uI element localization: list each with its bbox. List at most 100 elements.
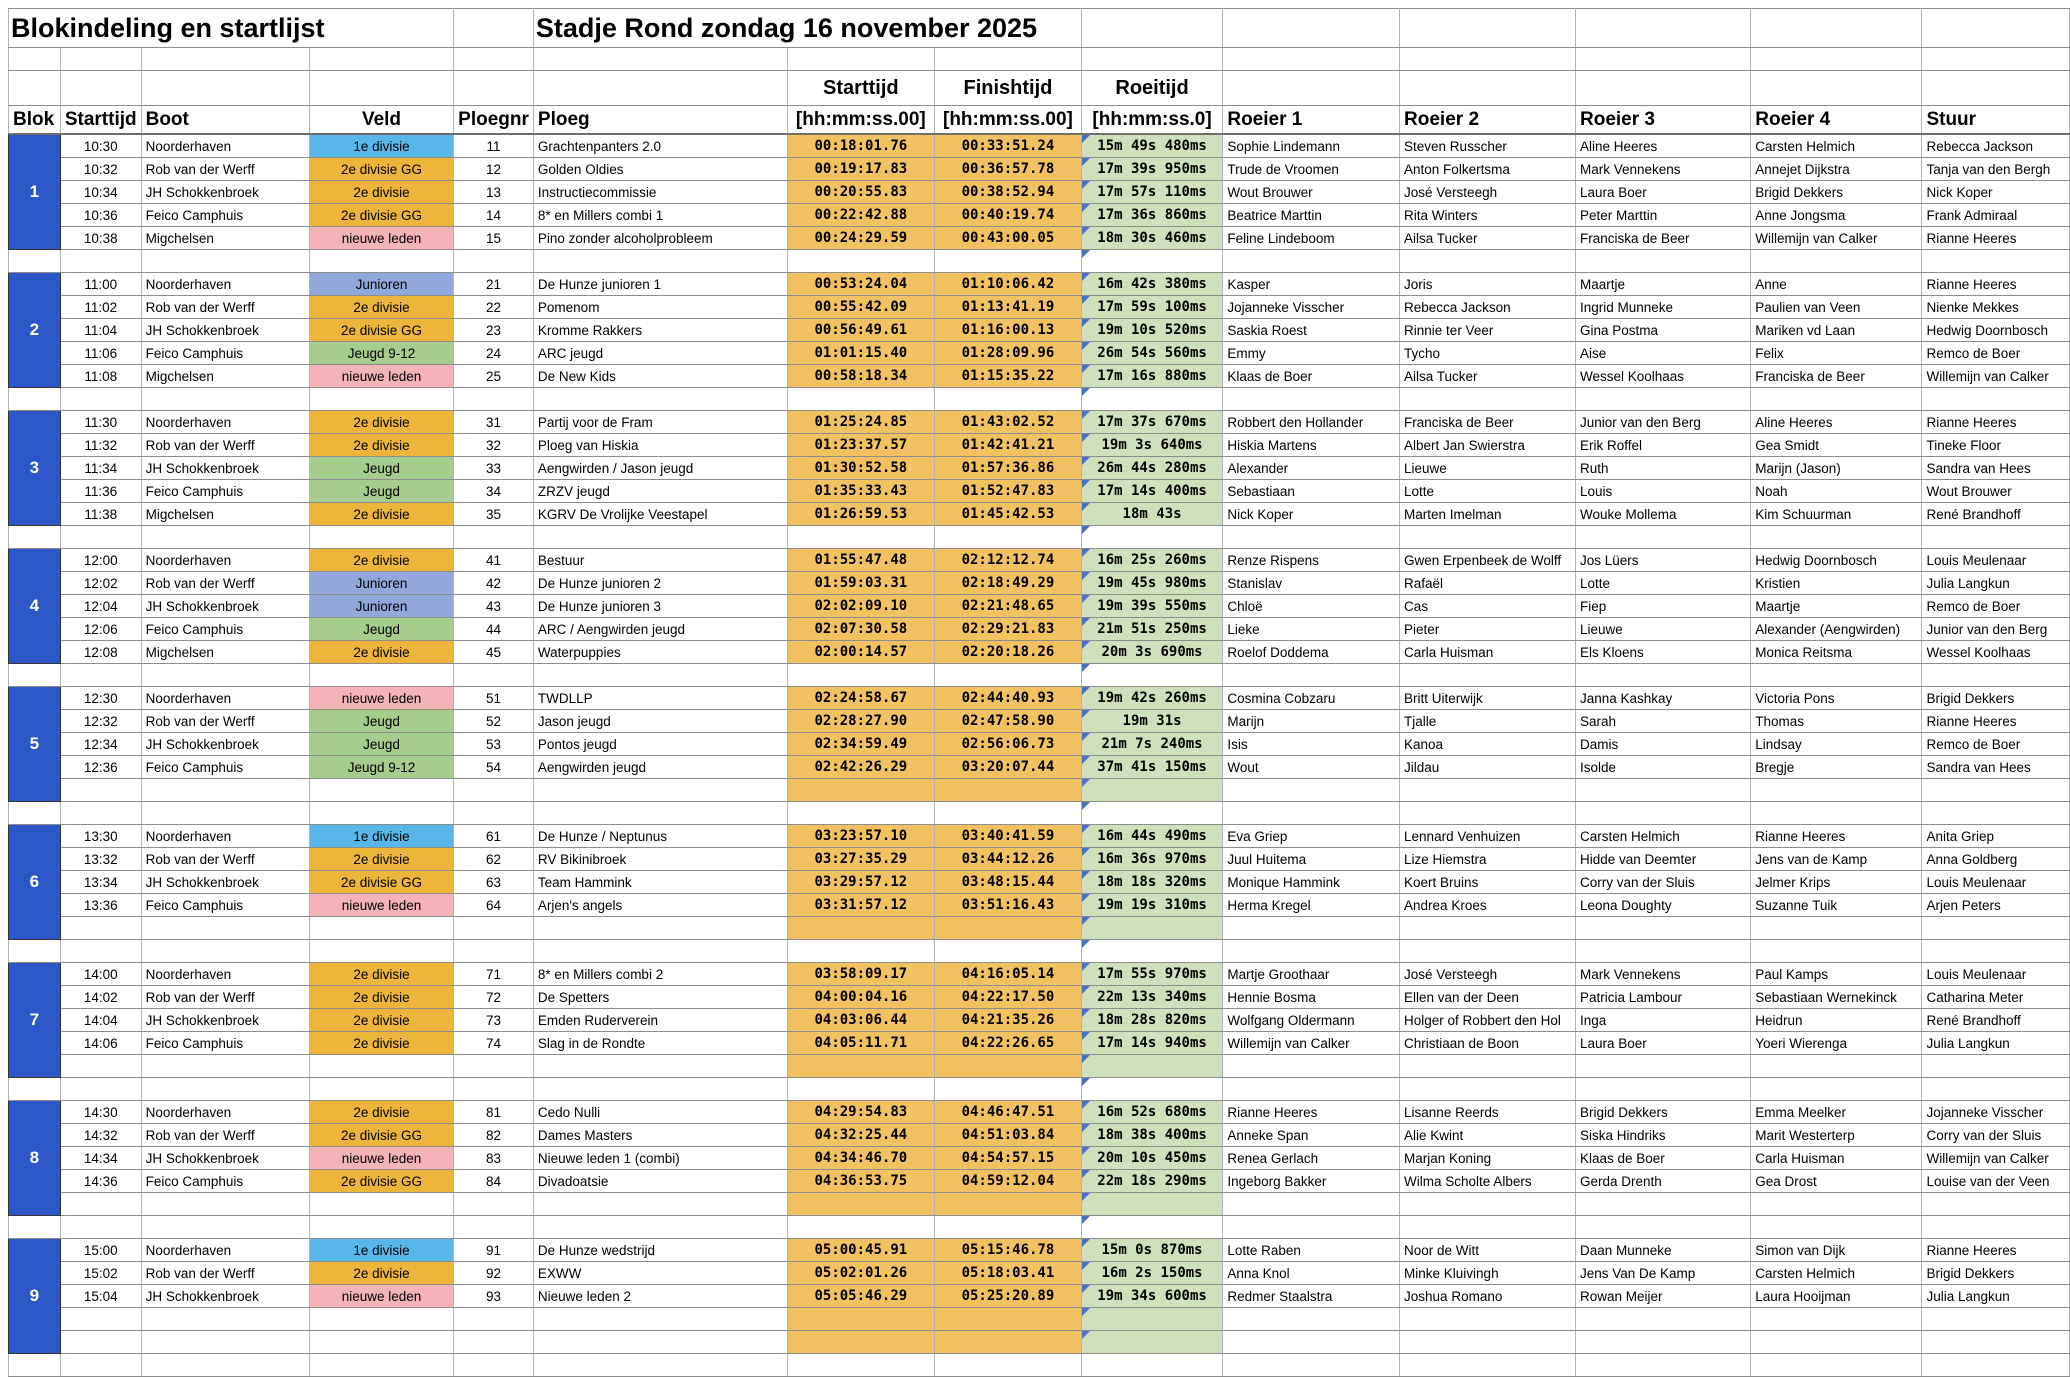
cell-roeier2[interactable]: Franciska de Beer xyxy=(1399,410,1576,434)
cell-start-time[interactable]: 00:19:17.83 xyxy=(786,157,936,181)
empty-cell[interactable] xyxy=(140,1353,310,1377)
cell-starttijd[interactable]: 10:38 xyxy=(59,226,142,250)
cell-ploeg[interactable]: Aengwirden jeugd xyxy=(532,755,788,779)
empty-cell[interactable] xyxy=(1921,1077,2070,1101)
cell-roeier2[interactable]: Christiaan de Boon xyxy=(1399,1031,1576,1055)
cell-roeier4[interactable]: Carsten Helmich xyxy=(1750,133,1923,158)
cell-roeier1-empty[interactable] xyxy=(1222,1192,1401,1216)
empty-cell[interactable] xyxy=(140,525,310,549)
cell-roeier3[interactable]: Els Kloens xyxy=(1574,640,1752,664)
cell-finish-time[interactable]: 02:47:58.90 xyxy=(934,709,1082,733)
cell-roeier4[interactable]: Lindsay xyxy=(1750,732,1923,756)
cell-veld-empty[interactable] xyxy=(308,1054,455,1078)
cell-veld[interactable]: 1e divisie xyxy=(308,133,455,158)
cell-start-time[interactable]: 00:58:18.34 xyxy=(786,364,936,388)
cell-start-time[interactable]: 03:29:57.12 xyxy=(786,870,936,894)
col-header-roei-format[interactable]: [hh:mm:ss.0] xyxy=(1080,105,1224,135)
cell-finish-time[interactable]: 03:48:15.44 xyxy=(934,870,1082,894)
cell-roeier3[interactable]: Inga xyxy=(1574,1008,1752,1032)
cell-roeier1[interactable]: Klaas de Boer xyxy=(1222,364,1401,388)
cell-roeier2[interactable]: Jildau xyxy=(1399,755,1576,779)
cell-starttijd-empty[interactable] xyxy=(59,1192,142,1216)
cell-roeier4[interactable]: Brigid Dekkers xyxy=(1750,180,1923,204)
cell-finish-time[interactable]: 04:59:12.04 xyxy=(934,1169,1082,1193)
cell-ploeg[interactable]: De Spetters xyxy=(532,985,788,1009)
cell-ploegnr[interactable]: 73 xyxy=(453,1008,534,1032)
cell-boot[interactable]: Migchelsen xyxy=(140,226,310,250)
cell-stuur-empty[interactable] xyxy=(1921,916,2070,940)
cell-stuur[interactable]: Frank Admiraal xyxy=(1921,203,2070,227)
cell-start-time[interactable]: 00:24:29.59 xyxy=(786,226,936,250)
cell-ploeg[interactable]: Bestuur xyxy=(532,548,788,572)
cell-starttijd[interactable]: 14:34 xyxy=(59,1146,142,1170)
col-header-boot[interactable]: Boot xyxy=(140,105,310,135)
cell-boot[interactable]: Feico Camphuis xyxy=(140,617,310,641)
cell-roeier1-empty[interactable] xyxy=(1222,1054,1401,1078)
cell-boot-empty[interactable] xyxy=(140,1330,310,1354)
cell-ploegnr[interactable]: 71 xyxy=(453,962,534,986)
cell-stuur[interactable]: Sandra van Hees xyxy=(1921,755,2070,779)
cell-ploegnr[interactable]: 41 xyxy=(453,548,534,572)
cell-roeitijd[interactable]: 19m 34s 600ms xyxy=(1080,1284,1224,1308)
cell-finish-time-empty[interactable] xyxy=(934,778,1082,802)
cell-ploegnr[interactable]: 74 xyxy=(453,1031,534,1055)
cell-stuur[interactable]: Hedwig Doornbosch xyxy=(1921,318,2070,342)
empty-cell[interactable] xyxy=(308,663,455,687)
cell-ploeg[interactable]: Arjen's angels xyxy=(532,893,788,917)
empty-cell[interactable] xyxy=(1399,801,1576,825)
cell-start-time-empty[interactable] xyxy=(786,1192,936,1216)
cell-stuur[interactable]: Arjen Peters xyxy=(1921,893,2070,917)
cell-stuur-empty[interactable] xyxy=(1921,778,2070,802)
cell-veld[interactable]: 2e divisie xyxy=(308,180,455,204)
cell-roeier3[interactable]: Aline Heeres xyxy=(1574,133,1752,158)
cell-ploegnr[interactable]: 83 xyxy=(453,1146,534,1170)
cell-boot[interactable]: JH Schokkenbroek xyxy=(140,1146,310,1170)
cell-roeier3[interactable]: Erik Roffel xyxy=(1574,433,1752,457)
empty-cell[interactable] xyxy=(786,387,936,411)
empty-cell[interactable] xyxy=(1750,8,1923,48)
col-header-start-format[interactable]: [hh:mm:ss.00] xyxy=(786,105,936,135)
cell-veld[interactable]: 2e divisie xyxy=(308,1100,455,1124)
cell-roeier4[interactable]: Carsten Helmich xyxy=(1750,1261,1923,1285)
cell-start-time[interactable]: 04:32:25.44 xyxy=(786,1123,936,1147)
cell-starttijd-empty[interactable] xyxy=(59,1330,142,1354)
cell-roeier4-empty[interactable] xyxy=(1750,1330,1923,1354)
cell-ploegnr-empty[interactable] xyxy=(453,1307,534,1331)
cell-start-time[interactable]: 02:24:58.67 xyxy=(786,686,936,710)
cell-roeier4[interactable]: Carla Huisman xyxy=(1750,1146,1923,1170)
col-header-stuur[interactable]: Stuur xyxy=(1921,105,2070,135)
empty-cell[interactable] xyxy=(1222,525,1401,549)
cell-roeier3[interactable]: Jens Van De Kamp xyxy=(1574,1261,1752,1285)
cell-veld[interactable]: 1e divisie xyxy=(308,1238,455,1262)
cell-blok[interactable]: 6 xyxy=(8,824,61,940)
cell-ploegnr[interactable]: 51 xyxy=(453,686,534,710)
empty-cell[interactable] xyxy=(1399,663,1576,687)
cell-ploegnr[interactable]: 91 xyxy=(453,1238,534,1262)
cell-roeier2[interactable]: Andrea Kroes xyxy=(1399,893,1576,917)
cell-stuur[interactable]: Rianne Heeres xyxy=(1921,410,2070,434)
cell-roeitijd[interactable]: 21m 51s 250ms xyxy=(1080,617,1224,641)
cell-roeier2[interactable]: Anton Folkertsma xyxy=(1399,157,1576,181)
cell-boot[interactable]: Feico Camphuis xyxy=(140,755,310,779)
cell-roeier2[interactable]: Tjalle xyxy=(1399,709,1576,733)
empty-cell[interactable] xyxy=(532,387,788,411)
cell-start-time[interactable]: 00:53:24.04 xyxy=(786,272,936,296)
cell-finish-time[interactable]: 02:12:12.74 xyxy=(934,548,1082,572)
cell-boot[interactable]: JH Schokkenbroek xyxy=(140,456,310,480)
cell-starttijd[interactable]: 13:36 xyxy=(59,893,142,917)
cell-roeier4[interactable]: Suzanne Tuik xyxy=(1750,893,1923,917)
cell-starttijd[interactable]: 14:04 xyxy=(59,1008,142,1032)
cell-roeier3[interactable]: Fiep xyxy=(1574,594,1752,618)
cell-ploegnr-empty[interactable] xyxy=(453,1054,534,1078)
cell-roeier2[interactable]: Steven Russcher xyxy=(1399,133,1576,158)
cell-starttijd[interactable]: 15:02 xyxy=(59,1261,142,1285)
cell-starttijd[interactable]: 12:34 xyxy=(59,732,142,756)
cell-start-time[interactable]: 02:00:14.57 xyxy=(786,640,936,664)
col-header-finish-format[interactable]: [hh:mm:ss.00] xyxy=(934,105,1082,135)
empty-cell[interactable] xyxy=(934,1215,1082,1239)
cell-veld[interactable]: Jeugd xyxy=(308,709,455,733)
col-header-roeier2[interactable]: Roeier 2 xyxy=(1399,105,1576,135)
cell-start-time[interactable]: 03:23:57.10 xyxy=(786,824,936,848)
cell-ploeg[interactable]: Nieuwe leden 1 (combi) xyxy=(532,1146,788,1170)
cell-finish-time[interactable]: 03:44:12.26 xyxy=(934,847,1082,871)
